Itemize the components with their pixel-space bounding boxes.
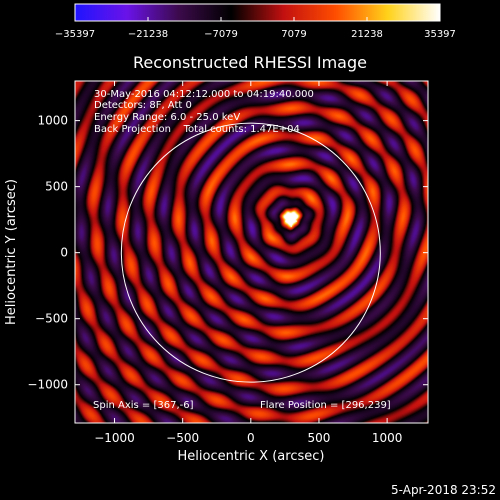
colorbar-tick-label: −7079 (204, 29, 238, 40)
x-tick-label: 500 (308, 431, 331, 445)
x-tick-label: 0 (247, 431, 255, 445)
y-axis-label: Heliocentric Y (arcsec) (4, 179, 19, 325)
colorbar-tick-label: −21238 (128, 29, 168, 40)
solar-disk-limb (120, 122, 381, 383)
info-method-counts: Back Projection Total counts: 1.47E+04 (94, 124, 300, 135)
y-tick-label: 0 (60, 246, 68, 260)
axis-ticks: −1000 −500 0 500 1000 1000 500 0 −500 −1000 (27, 81, 428, 445)
y-tick-label: −1000 (27, 378, 68, 392)
colorbar-ticks: −35397 −21238 −7079 7079 21238 35397 (55, 17, 456, 40)
spin-axis-label: Spin Axis = [367,-6] (93, 400, 194, 411)
colorbar-tick-label: −35397 (55, 29, 95, 40)
y-tick-label: 500 (45, 180, 68, 194)
footer-timestamp: 5-Apr-2018 23:52 (391, 483, 496, 497)
x-tick-label: 1000 (372, 431, 403, 445)
info-energy-range: Energy Range: 6.0 - 25.0 keV (94, 112, 240, 123)
plot-frame (74, 80, 429, 424)
info-detectors: Detectors: 8F, Att 0 (94, 100, 192, 111)
colorbar-tick-label: 21238 (351, 29, 383, 40)
x-axis-label: Heliocentric X (arcsec) (178, 449, 325, 464)
y-tick-label: 1000 (37, 114, 68, 128)
y-tick-label: −500 (35, 312, 68, 326)
colorbar (74, 3, 441, 22)
flare-position-label: Flare Position = [296,239] (260, 400, 391, 411)
x-tick-label: −1000 (94, 431, 135, 445)
flare-position-marker (285, 215, 298, 228)
info-time-range: 30-May-2016 04:12:12.000 to 04:19:40.000 (94, 89, 314, 100)
info-block: 30-May-2016 04:12:12.000 to 04:19:40.000… (94, 89, 314, 135)
x-tick-label: −500 (166, 431, 199, 445)
chart-title: Reconstructed RHESSI Image (133, 53, 367, 72)
colorbar-tick-label: 35397 (424, 29, 456, 40)
colorbar-tick-label: 7079 (281, 29, 306, 40)
heatmap-image (75, 81, 428, 423)
